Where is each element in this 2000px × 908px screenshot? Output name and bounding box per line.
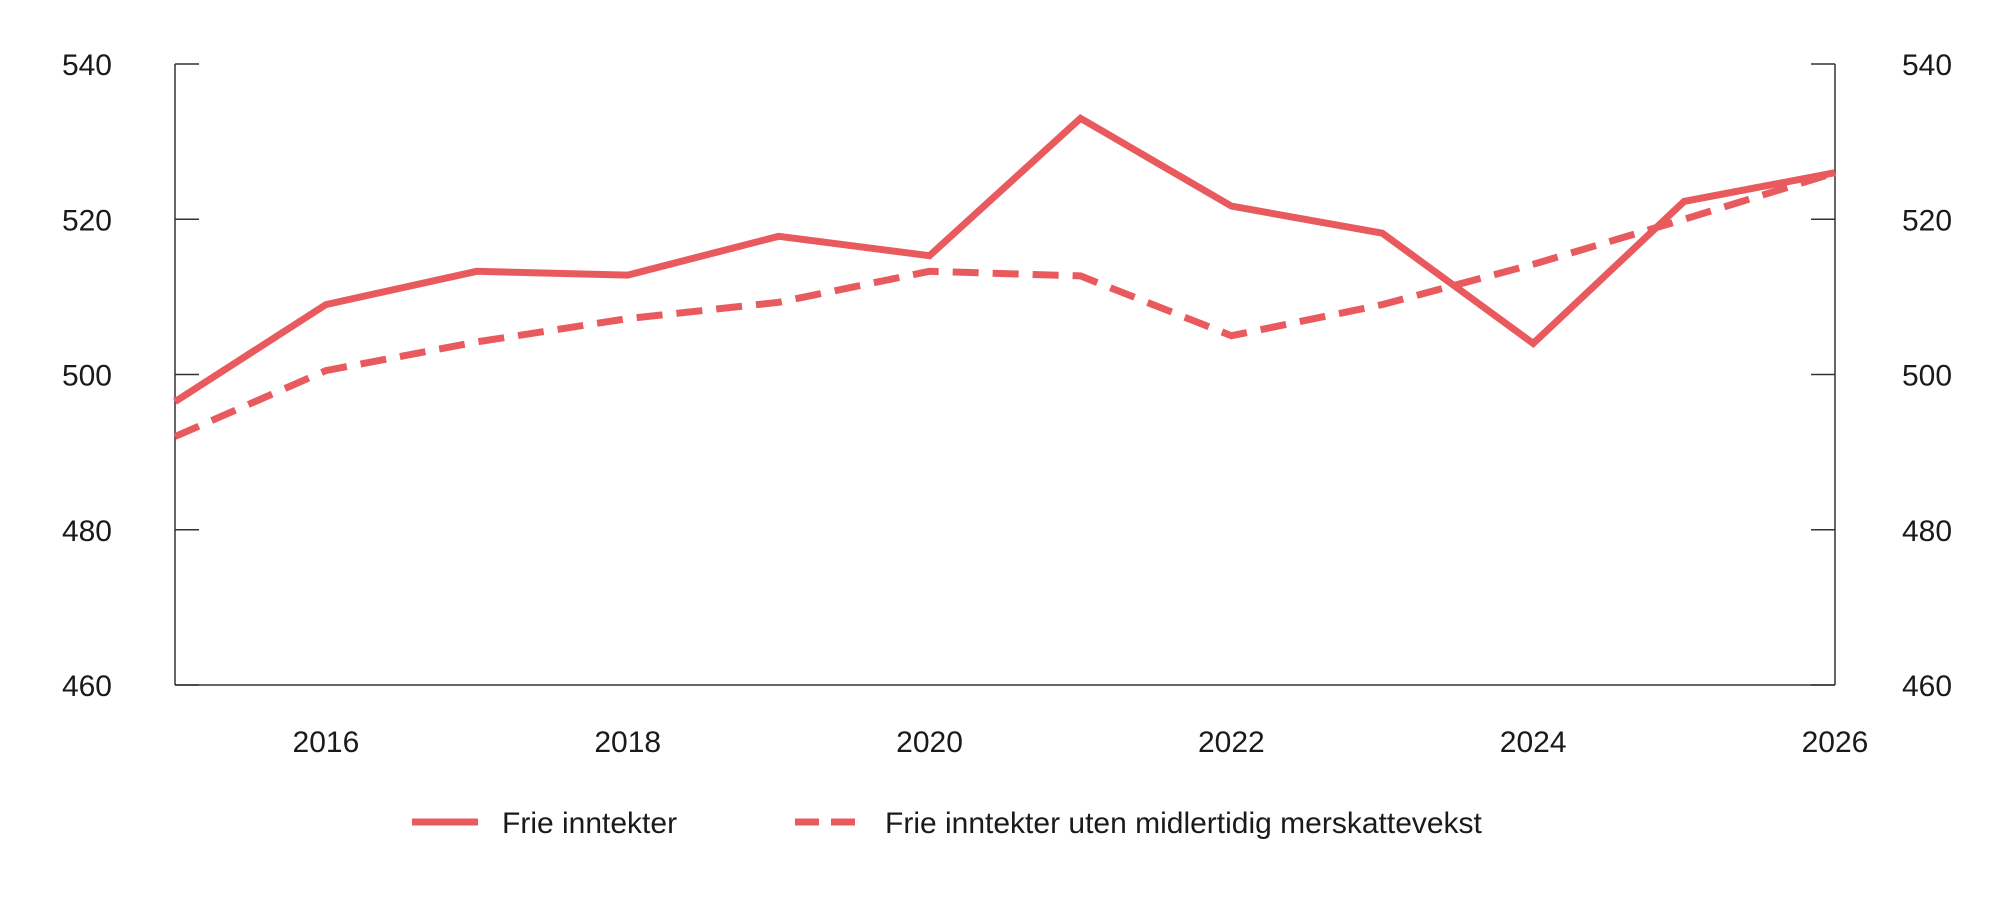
series-layer (173, 113, 1837, 440)
axes: 460 460 480 480 500 500 520 520 540 540 2016 2018 20… (62, 49, 1952, 759)
y-tick-label-right: 540 (1902, 49, 1952, 82)
x-tick-label: 2024 (1500, 726, 1567, 759)
x-tick-label: 2022 (1198, 726, 1265, 759)
y-tick-label-left: 480 (62, 515, 112, 548)
x-tick-label: 2016 (293, 726, 360, 759)
series-line-2 (173, 169, 1837, 440)
y-tick-label-left: 500 (62, 360, 112, 393)
legend-label-1: Frie inntekter (502, 807, 677, 840)
y-tick-label-left: 520 (62, 204, 112, 237)
series-line-1 (173, 113, 1836, 405)
legend: Frie inntekter Frie inntekter uten midler… (412, 807, 1483, 840)
y-tick-label-right: 500 (1902, 360, 1952, 393)
y-tick-label-right: 520 (1902, 204, 1952, 237)
x-tick-label: 2018 (594, 726, 661, 759)
y-tick-label-left: 460 (62, 670, 112, 703)
x-tick-label: 2020 (896, 726, 963, 759)
y-tick-label-left: 540 (62, 49, 112, 82)
legend-label-2: Frie inntekter uten midlertidig merskatt… (885, 807, 1483, 840)
x-tick-label: 2026 (1802, 726, 1869, 759)
y-tick-label-right: 480 (1902, 515, 1952, 548)
y-tick-label-right: 460 (1902, 670, 1952, 703)
